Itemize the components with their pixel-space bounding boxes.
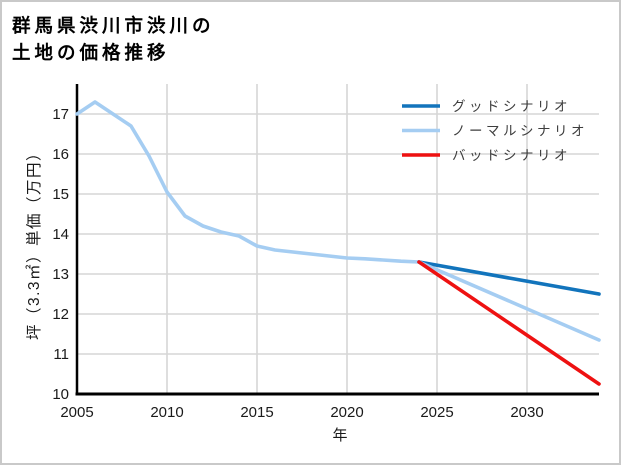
x-tick-label: 2025 — [420, 404, 453, 421]
series-line-history — [75, 100, 421, 264]
x-tick-label: 2020 — [330, 404, 363, 421]
y-tick-label: 17 — [52, 106, 69, 123]
y-axis-label: 坪（3.3㎡）単価（万円） — [26, 143, 43, 341]
y-tick-label: 11 — [53, 346, 69, 363]
y-tick-label: 14 — [52, 226, 69, 243]
series-line-good — [417, 260, 601, 296]
y-tick-label: 15 — [52, 186, 69, 203]
y-tick-label: 10 — [52, 386, 69, 403]
series-line-normal — [417, 260, 601, 342]
chart-title: 群馬県渋川市渋川の 土地の価格推移 — [12, 12, 215, 66]
y-tick-label: 16 — [52, 146, 69, 163]
y-tick-label: 13 — [52, 266, 69, 283]
chart-title-line1: 群馬県渋川市渋川の — [12, 15, 215, 36]
x-tick-label: 2015 — [240, 404, 273, 421]
x-tick-label: 2030 — [510, 404, 543, 421]
x-tick-label: 2005 — [60, 404, 93, 421]
legend-label-good: グッドシナリオ — [452, 99, 571, 114]
legend-label-bad: バッドシナリオ — [452, 148, 571, 163]
legend-label-normal: ノーマルシナリオ — [452, 124, 588, 139]
x-tick-label: 2010 — [150, 404, 183, 421]
y-tick-label: 12 — [52, 306, 69, 323]
chart-title-line2: 土地の価格推移 — [12, 42, 170, 63]
series-line-bad — [417, 260, 601, 386]
x-axis-label: 年 — [332, 427, 348, 444]
